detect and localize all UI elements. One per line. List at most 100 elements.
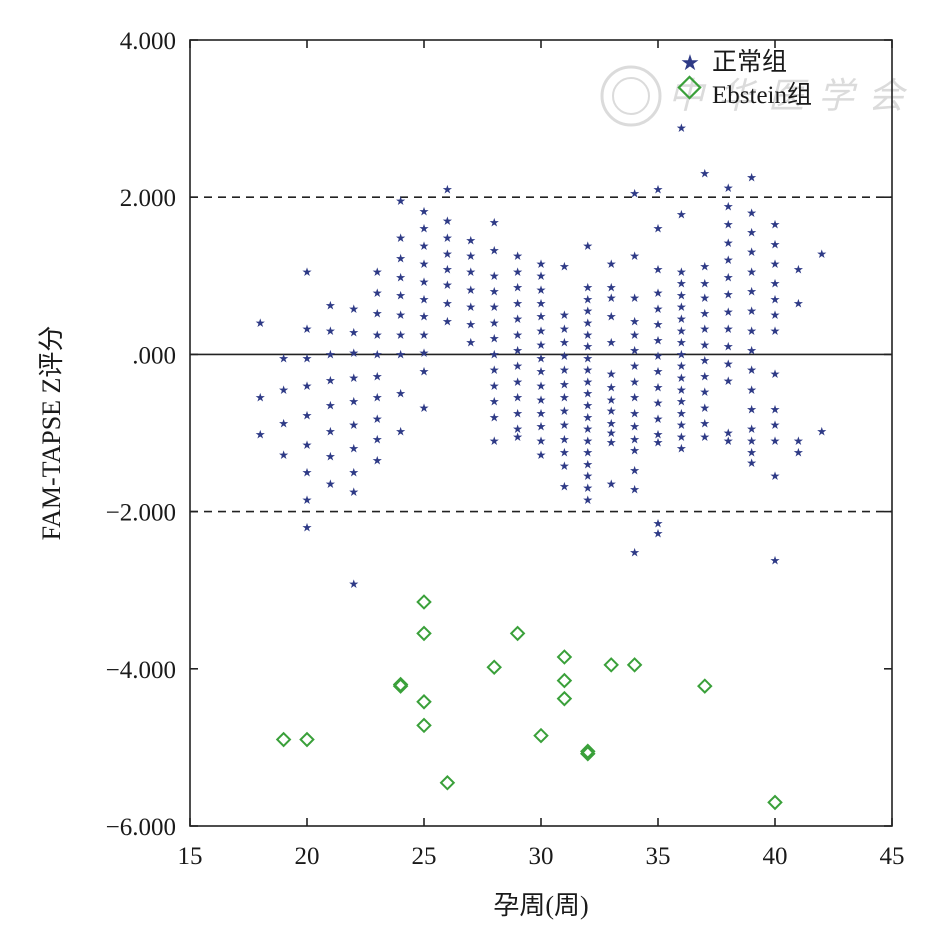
data-point-normal: ★ — [606, 426, 617, 440]
data-point-ebstein — [580, 745, 596, 762]
data-point-ebstein — [299, 731, 315, 748]
data-point-normal: ★ — [629, 432, 640, 446]
data-point-normal: ★ — [723, 305, 734, 319]
data-point-normal: ★ — [278, 383, 289, 397]
data-point-normal: ★ — [372, 307, 383, 321]
y-axis-title: FAM-TAPSE Z评分 — [37, 326, 66, 541]
data-point-normal: ★ — [395, 288, 406, 302]
x-tick-label: 40 — [763, 843, 788, 870]
data-point-normal: ★ — [372, 391, 383, 405]
data-point-normal: ★ — [559, 459, 570, 473]
y-tick-label: −2.000 — [106, 500, 176, 527]
data-point-normal: ★ — [512, 328, 523, 342]
data-point-normal: ★ — [629, 328, 640, 342]
data-point-normal: ★ — [676, 277, 687, 291]
data-point-normal: ★ — [770, 553, 781, 567]
data-point-normal: ★ — [559, 418, 570, 432]
data-point-normal: ★ — [395, 424, 406, 438]
data-point-normal: ★ — [606, 417, 617, 431]
data-point-normal: ★ — [489, 316, 500, 330]
data-point-normal: ★ — [348, 395, 359, 409]
data-point-normal: ★ — [536, 448, 547, 462]
x-tick-label: 15 — [178, 843, 203, 870]
data-point-normal: ★ — [512, 359, 523, 373]
data-point-normal: ★ — [629, 464, 640, 478]
data-point-normal: ★ — [746, 422, 757, 436]
data-point-normal: ★ — [606, 281, 617, 295]
data-point-normal: ★ — [302, 265, 313, 279]
data-point-normal: ★ — [746, 402, 757, 416]
data-point-normal: ★ — [489, 434, 500, 448]
data-point-normal: ★ — [442, 296, 453, 310]
data-point-normal: ★ — [746, 171, 757, 185]
data-point-normal: ★ — [746, 206, 757, 220]
data-point-normal: ★ — [723, 340, 734, 354]
data-point-ebstein — [392, 676, 409, 693]
data-point-normal: ★ — [770, 418, 781, 432]
data-point-normal: ★ — [746, 304, 757, 318]
data-point-normal: ★ — [512, 430, 523, 444]
data-point-normal: ★ — [723, 374, 734, 388]
data-point-normal: ★ — [606, 393, 617, 407]
data-point-normal: ★ — [676, 383, 687, 397]
y-tick-label: .000 — [132, 342, 176, 369]
data-point-normal: ★ — [559, 322, 570, 336]
data-point-normal: ★ — [582, 493, 593, 507]
data-point-ebstein — [626, 657, 643, 673]
reference-lines — [190, 196, 892, 513]
data-point-normal: ★ — [536, 324, 547, 338]
data-point-normal: ★ — [793, 434, 804, 448]
data-point-normal: ★ — [582, 328, 593, 342]
data-point-normal: ★ — [653, 222, 664, 236]
data-point-normal: ★ — [465, 300, 476, 314]
data-point-normal: ★ — [746, 265, 757, 279]
data-point-normal: ★ — [582, 375, 593, 389]
data-point-normal: ★ — [699, 277, 710, 291]
data-point-normal: ★ — [465, 233, 476, 247]
data-point-normal: ★ — [629, 420, 640, 434]
data-point-normal: ★ — [348, 346, 359, 360]
data-point-normal: ★ — [606, 367, 617, 381]
data-point-normal: ★ — [442, 278, 453, 292]
data-point-normal: ★ — [746, 434, 757, 448]
data-point-normal: ★ — [419, 204, 430, 218]
data-point-normal: ★ — [606, 477, 617, 491]
data-point-normal: ★ — [699, 307, 710, 321]
watermark: 中华医学会 — [600, 65, 904, 127]
data-point-normal: ★ — [536, 338, 547, 352]
data-point-normal: ★ — [489, 363, 500, 377]
y-tick-label: 4.000 — [120, 28, 176, 55]
data-point-normal: ★ — [606, 404, 617, 418]
data-point-normal: ★ — [723, 288, 734, 302]
data-point-normal: ★ — [302, 351, 313, 365]
data-point-normal: ★ — [536, 379, 547, 393]
data-point-normal: ★ — [676, 265, 687, 279]
data-point-normal: ★ — [255, 316, 266, 330]
data-point-normal: ★ — [582, 481, 593, 495]
data-point-normal: ★ — [302, 465, 313, 479]
data-point-normal: ★ — [536, 283, 547, 297]
data-point-normal: ★ — [723, 426, 734, 440]
data-point-normal: ★ — [395, 252, 406, 266]
data-point-normal: ★ — [536, 269, 547, 283]
data-point-normal: ★ — [582, 398, 593, 412]
data-point-normal: ★ — [582, 457, 593, 471]
data-point-normal: ★ — [489, 410, 500, 424]
data-point-normal: ★ — [559, 363, 570, 377]
data-point-normal: ★ — [699, 291, 710, 305]
data-point-normal: ★ — [372, 432, 383, 446]
data-point-normal: ★ — [372, 265, 383, 279]
data-point-normal: ★ — [419, 222, 430, 236]
data-point-ebstein — [556, 649, 573, 665]
data-point-normal: ★ — [395, 387, 406, 401]
data-point-normal: ★ — [442, 263, 453, 277]
data-point-normal: ★ — [793, 296, 804, 310]
data-point-normal: ★ — [606, 291, 617, 305]
data-point-normal: ★ — [582, 281, 593, 295]
data-point-normal: ★ — [582, 363, 593, 377]
data-point-normal: ★ — [536, 351, 547, 365]
data-point-normal: ★ — [559, 404, 570, 418]
data-point-normal: ★ — [559, 336, 570, 350]
data-point-normal: ★ — [395, 347, 406, 361]
data-point-normal: ★ — [372, 412, 383, 426]
